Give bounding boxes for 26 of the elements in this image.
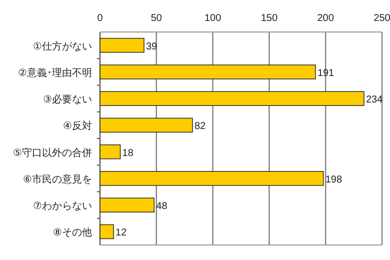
bar (100, 38, 144, 53)
bar (100, 144, 121, 160)
bar (100, 224, 114, 240)
y-tick-label: ③必要ない (43, 94, 92, 106)
y-tick-label: ⑧その他 (53, 226, 92, 239)
data-label: 18 (122, 148, 134, 159)
y-tick-label: ②意義･理由不明 (18, 66, 92, 79)
data-label: 12 (116, 228, 128, 239)
y-tick-label: ⑦わからない (33, 201, 92, 212)
x-tick-label: 50 (150, 13, 162, 24)
x-tick-label: 100 (204, 13, 222, 24)
bar (100, 91, 364, 106)
x-tick-label: 250 (374, 13, 390, 24)
data-label: 82 (194, 121, 206, 132)
x-tick-label: 150 (260, 13, 278, 24)
x-tick-label: 200 (317, 13, 334, 24)
y-tick-label: ④反対 (63, 120, 92, 132)
y-tick-label: ①仕方がない (33, 40, 92, 52)
bar (100, 198, 155, 212)
bar (100, 64, 316, 80)
bar (100, 171, 324, 186)
data-label: 198 (325, 174, 342, 186)
y-tick-label: ⑤守口以外の合併 (13, 146, 92, 159)
bar (100, 118, 193, 133)
y-tick-label: ⑥市民の意見を (23, 173, 92, 186)
x-tick-label: 0 (97, 13, 104, 24)
